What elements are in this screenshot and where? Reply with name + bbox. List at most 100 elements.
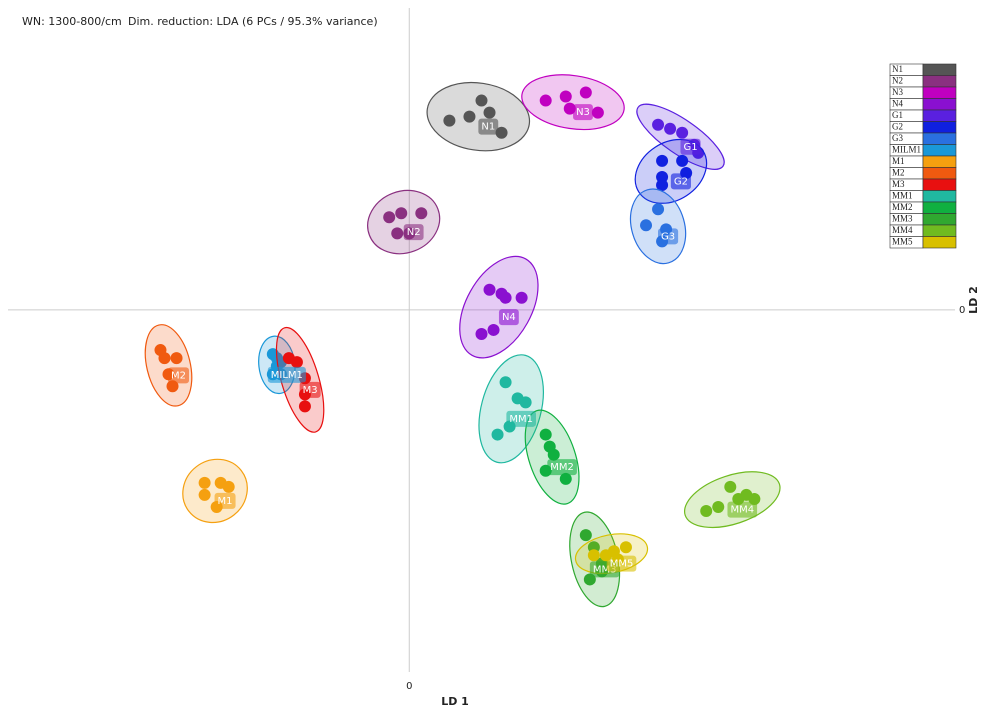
cluster-label-text: MM5	[610, 559, 634, 570]
legend-label: MM3	[892, 214, 913, 224]
point	[591, 106, 604, 119]
legend-label: M2	[892, 168, 905, 178]
cluster-label-text: MILM1	[271, 370, 303, 381]
confidence-ellipse	[629, 188, 687, 265]
legend-label: G3	[892, 133, 903, 143]
point	[443, 114, 456, 127]
point	[652, 203, 665, 216]
point	[391, 227, 404, 240]
legend-label: N1	[892, 64, 903, 74]
legend-label: MM4	[892, 225, 913, 235]
legend-label: N4	[892, 99, 903, 109]
point	[483, 106, 496, 119]
cluster-label-box	[727, 501, 758, 518]
y-tick-label: 0	[959, 305, 965, 316]
cluster-label-box	[168, 367, 190, 384]
cluster-label: MM5	[606, 555, 637, 572]
point	[158, 352, 171, 365]
point	[499, 376, 512, 389]
cluster-label-box	[547, 459, 577, 476]
x-axis-label: LD 1	[441, 695, 469, 708]
legend-label: G1	[892, 110, 903, 120]
point	[563, 102, 576, 115]
point	[619, 541, 632, 554]
cluster-label-text: G2	[674, 176, 688, 187]
annotation: Dim. reduction: LDA (6 PCs / 95.3% varia…	[128, 15, 378, 28]
point	[463, 110, 476, 123]
point	[712, 501, 725, 514]
cluster-label: N3	[573, 104, 593, 121]
legend-swatch	[922, 201, 957, 214]
confidence-ellipse	[683, 471, 781, 529]
legend-label: MM1	[892, 191, 913, 201]
cluster-label-text: M3	[303, 385, 318, 396]
legend-swatch	[922, 132, 957, 145]
cluster-label-text: G3	[661, 231, 675, 242]
point	[483, 283, 496, 296]
legend-label: N3	[892, 87, 903, 97]
cluster-label-text: MM2	[550, 462, 574, 473]
cluster-label: G3	[657, 228, 679, 245]
point	[222, 480, 235, 493]
cluster-label: N2	[403, 224, 424, 241]
point	[495, 126, 508, 139]
point	[499, 291, 512, 304]
cluster-label-box	[498, 309, 519, 326]
point	[198, 476, 211, 489]
legend-swatch	[922, 144, 957, 157]
cluster-label: MM2	[547, 459, 577, 476]
cluster-label-text: N1	[481, 122, 495, 133]
cluster-label: M3	[299, 381, 321, 398]
point	[664, 122, 677, 135]
cluster-label: M2	[168, 367, 190, 384]
point	[587, 549, 600, 562]
point	[491, 428, 504, 441]
confidence-ellipse	[521, 74, 625, 131]
point	[539, 428, 552, 441]
point	[543, 440, 556, 453]
cluster-label-box	[299, 381, 321, 398]
cluster-label-box	[267, 366, 306, 383]
point	[170, 352, 183, 365]
confidence-ellipse	[426, 81, 531, 152]
point	[415, 207, 428, 220]
point	[559, 90, 572, 103]
point	[676, 126, 689, 139]
cluster-label-box	[670, 173, 691, 190]
confidence-ellipse	[459, 255, 539, 359]
x-tick-label: 0	[406, 681, 412, 692]
cluster-label: MM1	[506, 410, 537, 427]
legend-swatch	[922, 121, 957, 134]
cluster-label-box	[403, 224, 424, 241]
point	[519, 396, 532, 409]
cluster-label: G2	[670, 173, 691, 190]
point	[539, 94, 552, 107]
legend-swatch	[922, 155, 957, 168]
point	[487, 323, 500, 336]
legend-label: M1	[892, 156, 905, 166]
legend-label: G2	[892, 122, 903, 132]
confidence-ellipse	[144, 324, 193, 407]
legend-label: N2	[892, 76, 903, 86]
point	[515, 291, 528, 304]
point	[656, 154, 669, 167]
point	[724, 480, 737, 493]
cluster-label-box	[214, 492, 236, 509]
cluster-label-box	[573, 104, 593, 121]
cluster-label-box	[506, 410, 537, 427]
cluster-label-text: M2	[171, 370, 186, 381]
legend-swatch	[922, 63, 957, 76]
cluster-label-box	[606, 555, 637, 572]
point	[652, 118, 665, 131]
legend-swatch	[922, 167, 957, 180]
point	[475, 94, 488, 107]
cluster-label: G1	[680, 138, 701, 155]
y-axis-label: LD 2	[967, 286, 980, 314]
legend-swatch	[922, 224, 957, 237]
point	[579, 86, 592, 99]
legend-swatch	[922, 236, 957, 249]
legend-label: MILM1	[892, 145, 921, 155]
